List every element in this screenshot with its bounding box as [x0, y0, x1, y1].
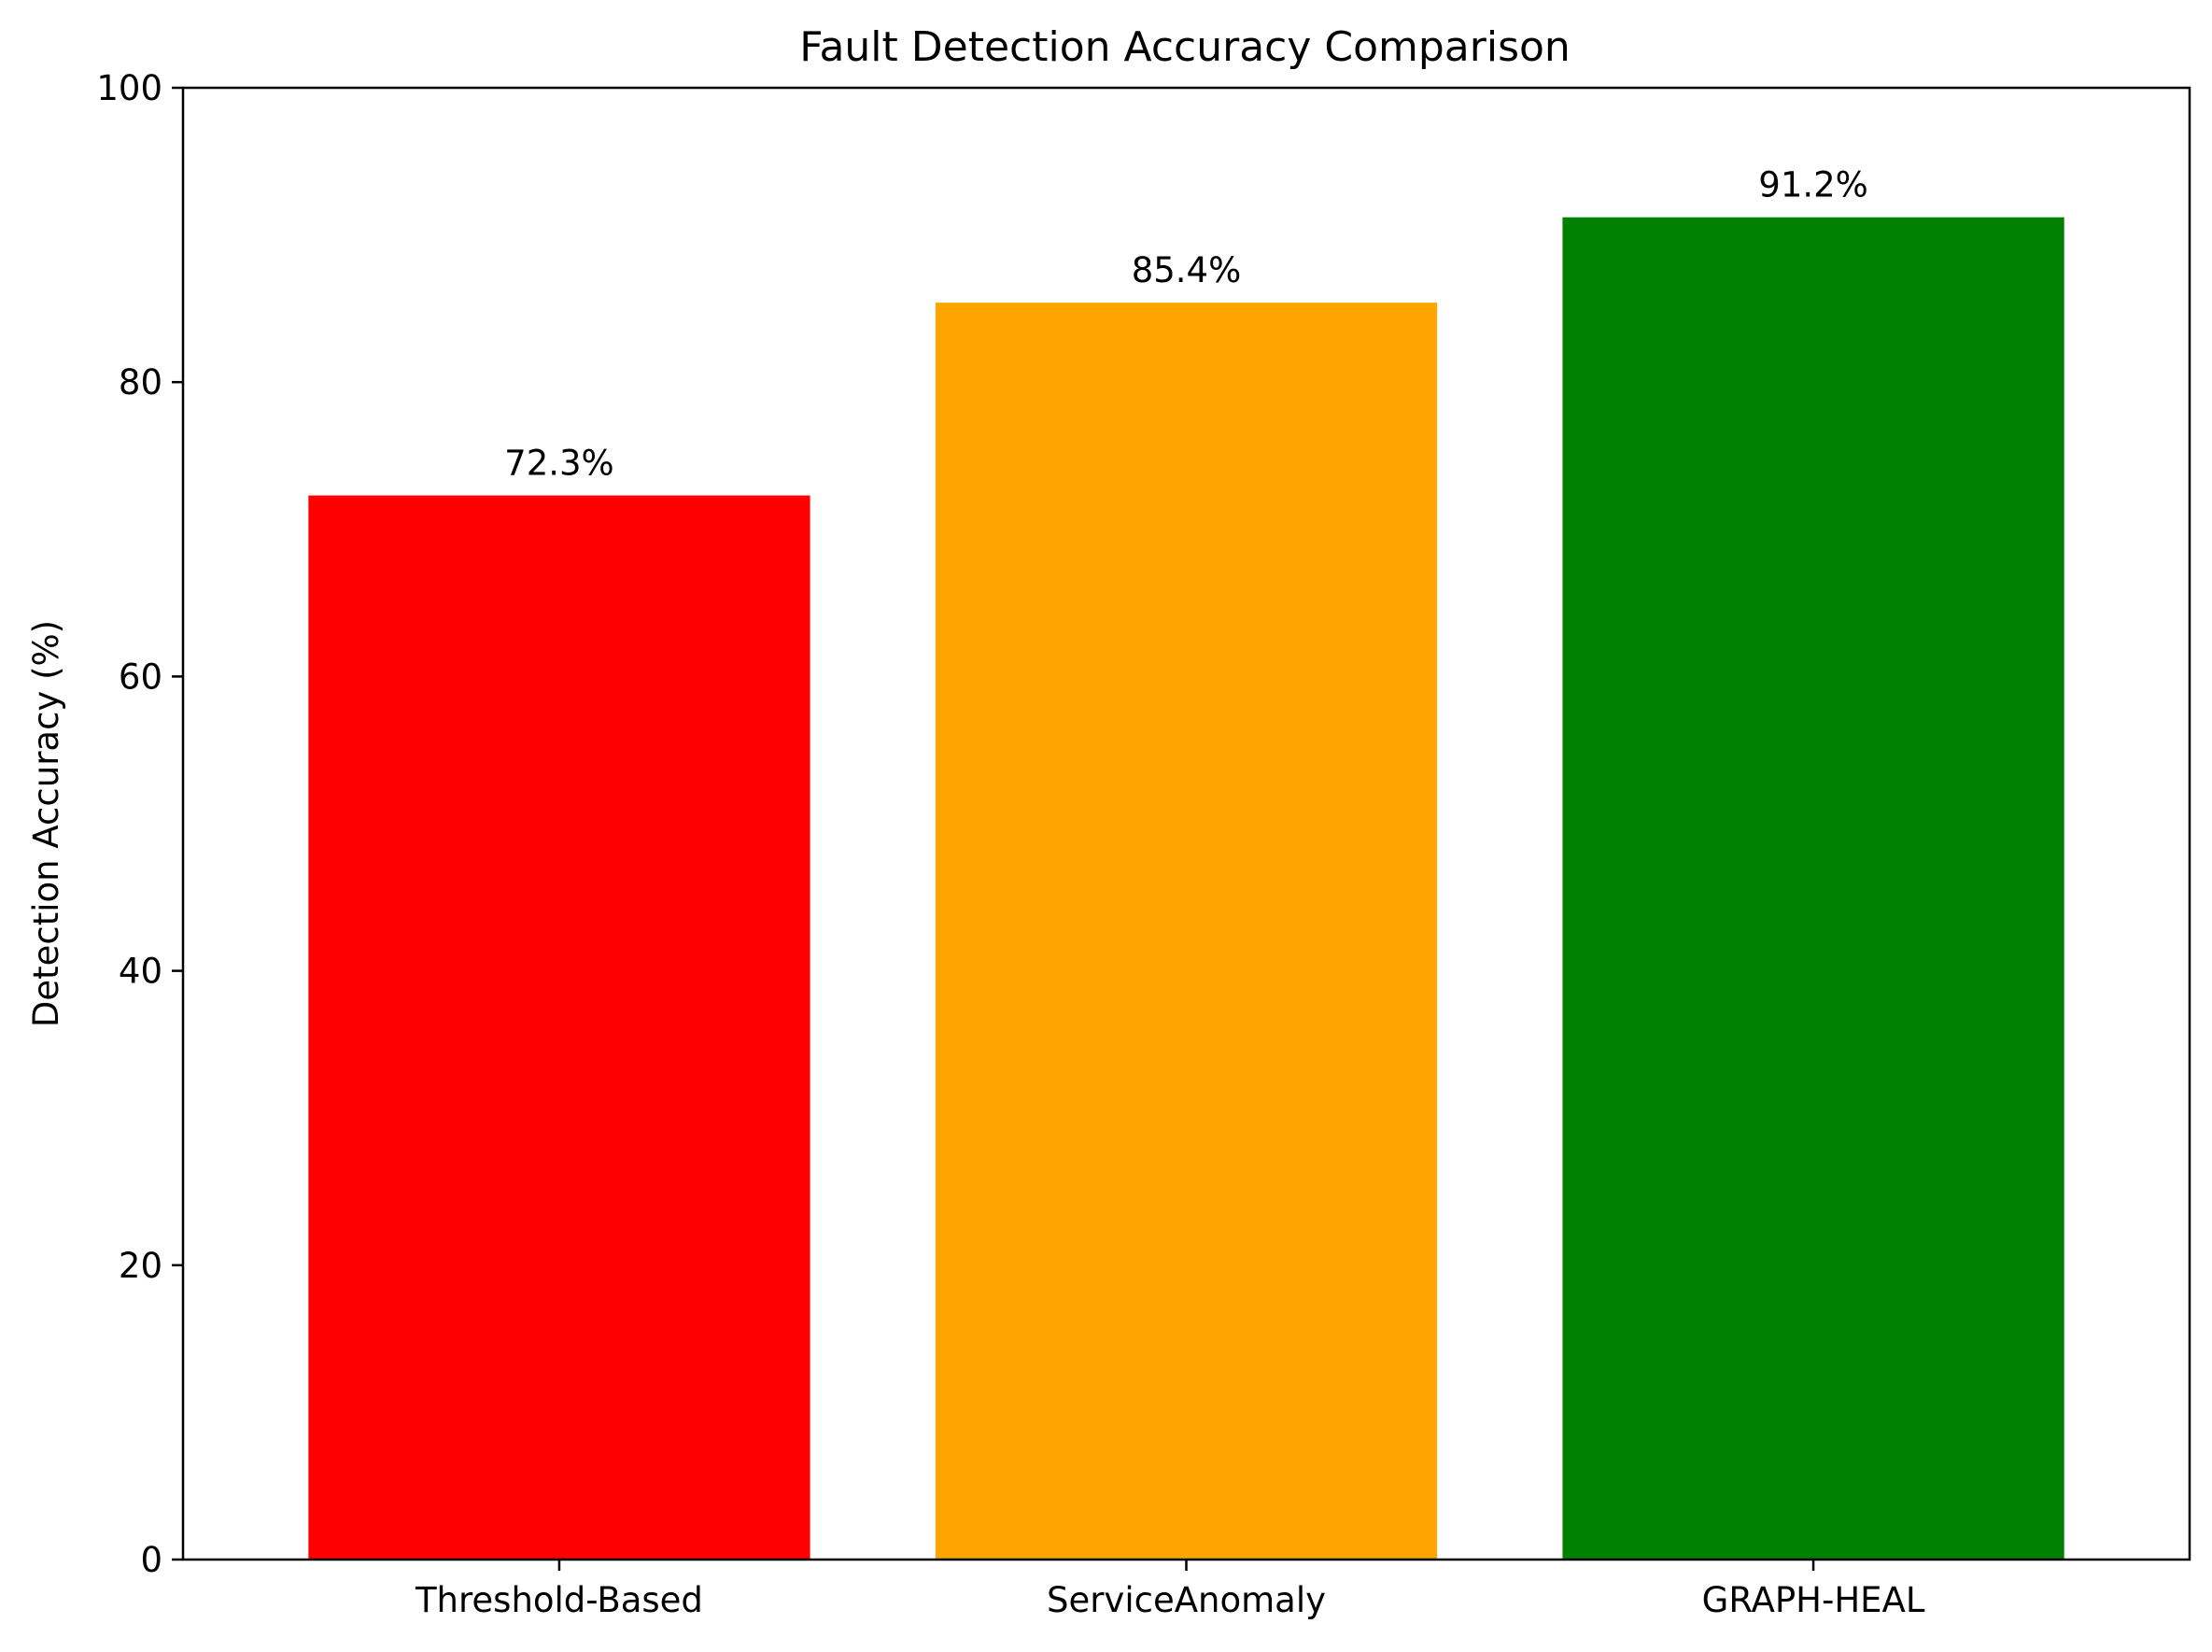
bar-value-label-3: 91.2% [1758, 165, 1868, 205]
y-tick-label-3: 40 [119, 952, 162, 992]
bars-group [308, 217, 2064, 1560]
y-tick-label-5: 80 [119, 362, 162, 402]
y-tick-label-1: 0 [140, 1540, 162, 1580]
x-axis-ticks: Threshold-Based ServiceAnomaly GRAPH-HEAL [415, 1560, 1925, 1620]
x-tick-label-1: Threshold-Based [415, 1580, 703, 1620]
y-axis-ticks: 0 20 40 60 80 100 [96, 68, 183, 1580]
bar-2 [935, 303, 1438, 1560]
chart-title: Fault Detection Accuracy Comparison [799, 23, 1571, 71]
y-axis-label: Detection Accuracy (%) [26, 620, 66, 1027]
y-tick-label-4: 60 [119, 657, 162, 697]
bar-1 [308, 495, 810, 1560]
x-tick-label-3: GRAPH-HEAL [1702, 1580, 1925, 1620]
x-tick-label-2: ServiceAnomaly [1047, 1580, 1326, 1620]
bar-3 [1562, 217, 2064, 1560]
y-tick-label-2: 20 [119, 1246, 162, 1286]
bar-value-labels: 72.3% 85.4% 91.2% [504, 165, 1868, 484]
bar-value-label-1: 72.3% [504, 444, 614, 484]
y-tick-label-6: 100 [96, 68, 162, 108]
bar-value-label-2: 85.4% [1132, 250, 1242, 290]
